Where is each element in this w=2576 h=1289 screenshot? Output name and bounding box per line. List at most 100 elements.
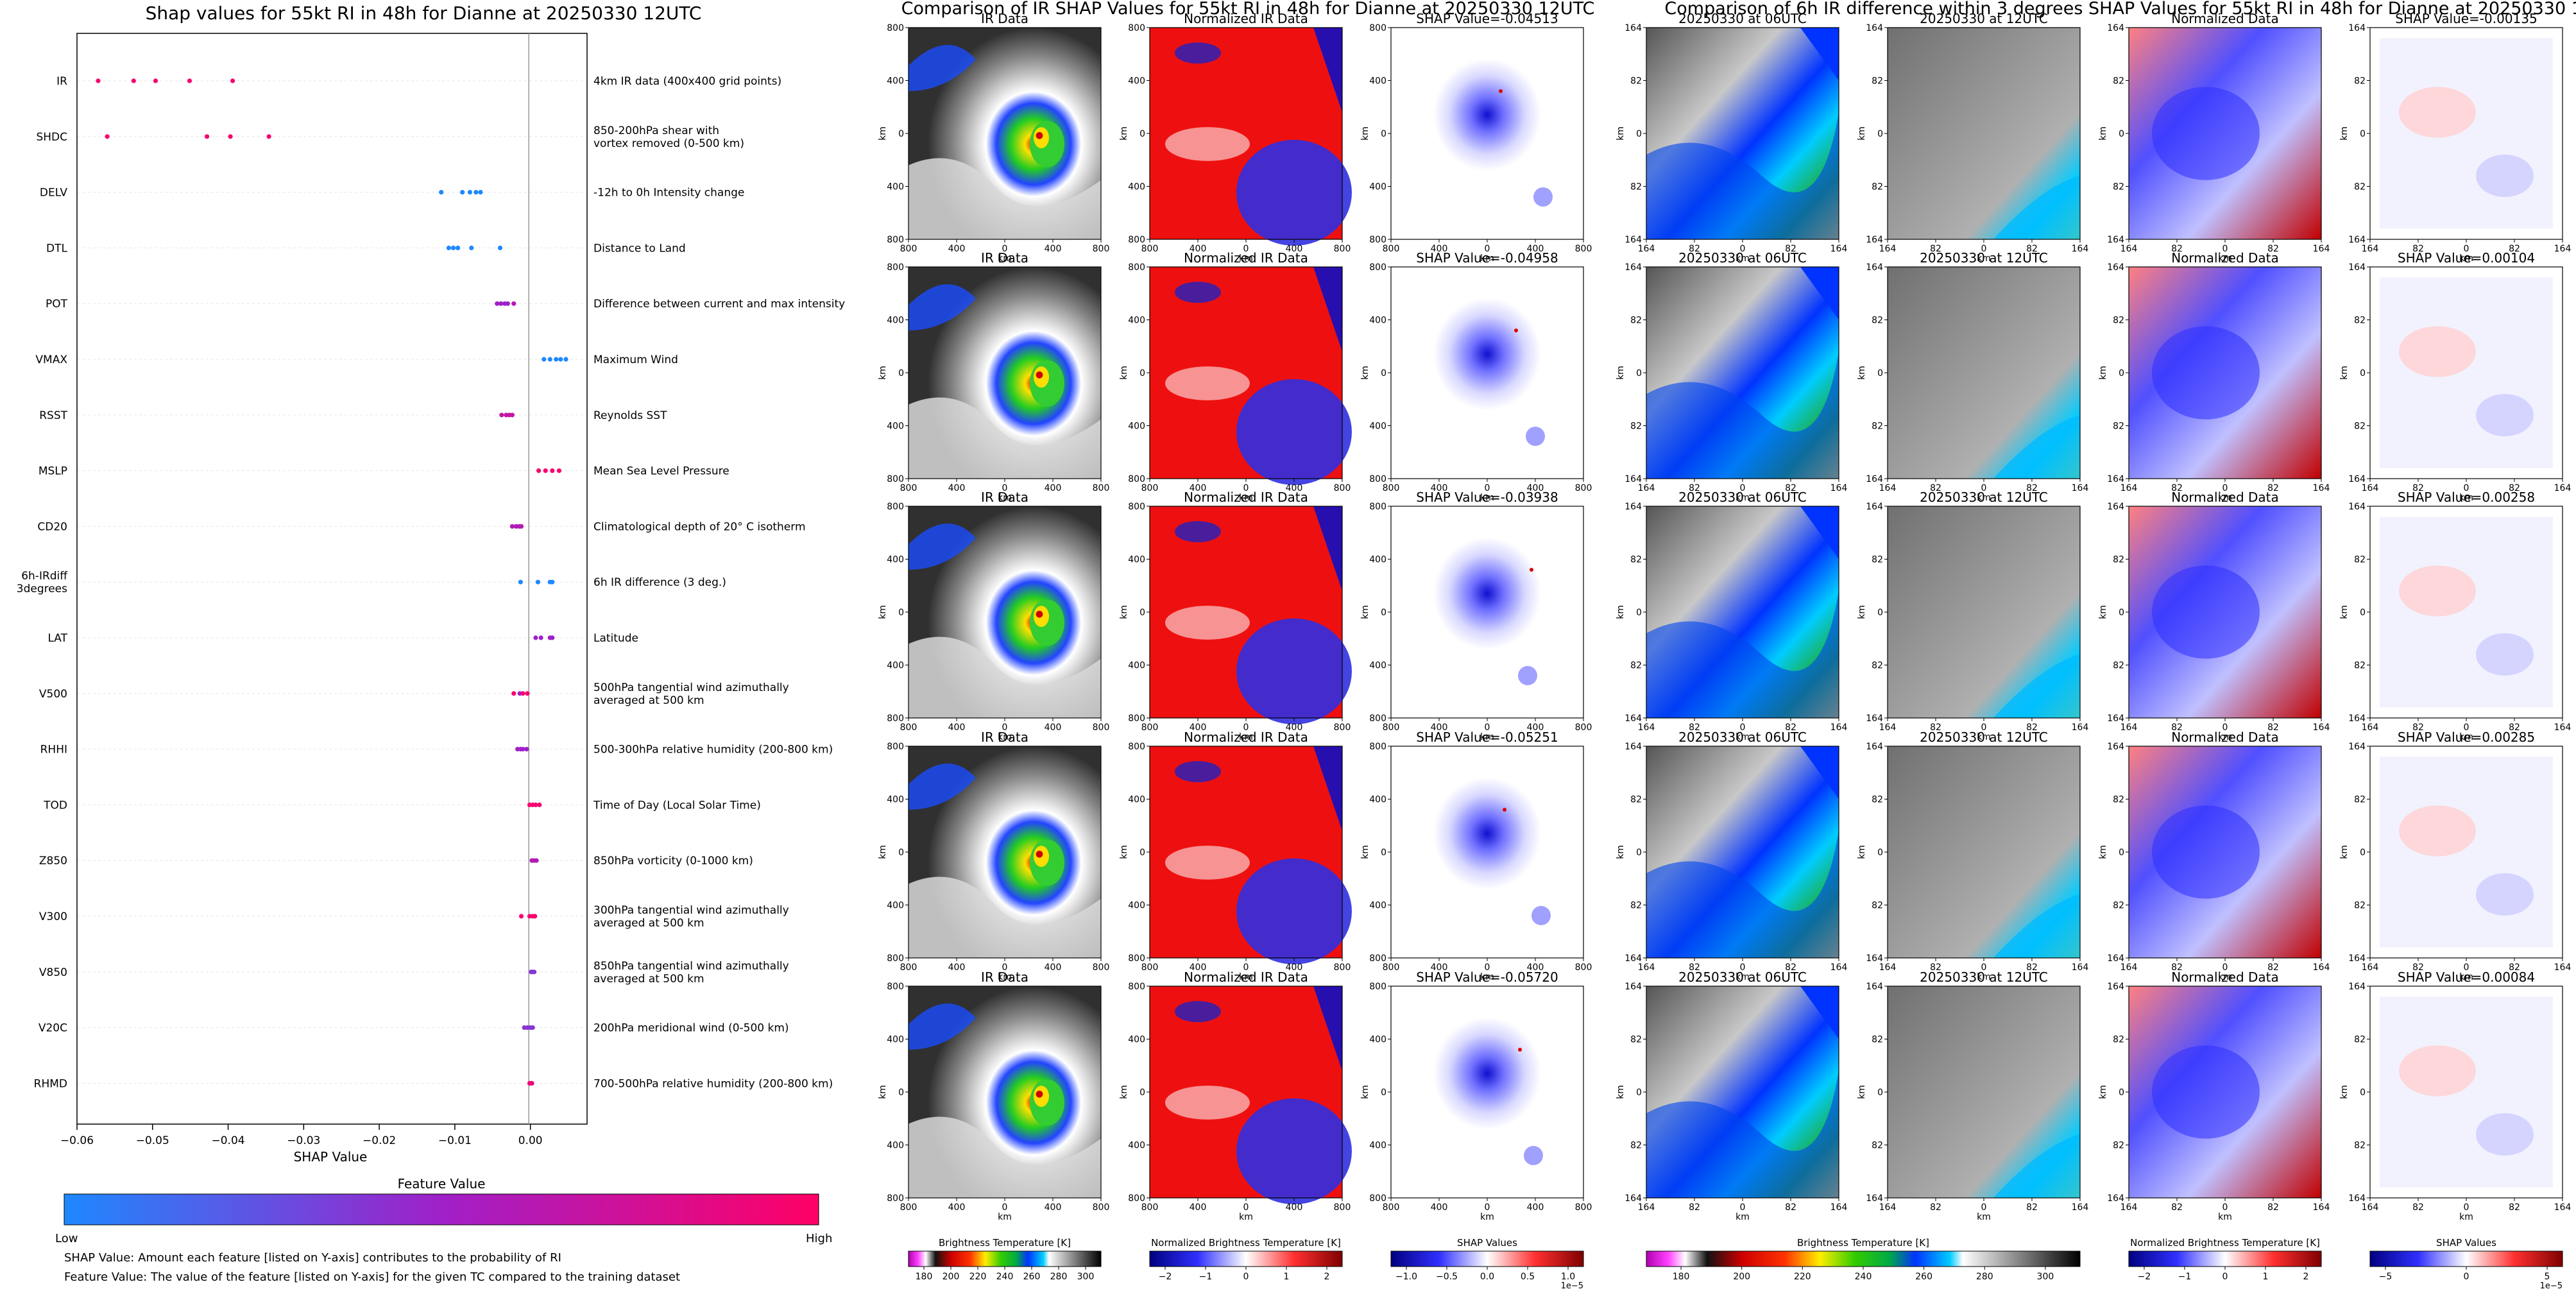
y-axis-label: km — [1616, 845, 1626, 859]
y-tick-label: 0 — [1139, 1088, 1145, 1098]
x-tick-label: 0 — [2464, 1202, 2469, 1213]
x-axis-label: km — [1480, 253, 1494, 264]
y-tick-label: 400 — [887, 76, 904, 87]
panel-image — [2370, 986, 2563, 1198]
x-axis-label: km — [1239, 253, 1253, 264]
y-tick-label: 0 — [1636, 368, 1642, 379]
y-tick-label: 164 — [1866, 23, 1883, 33]
panel-image — [1888, 746, 2080, 958]
x-tick-label: 164 — [2554, 483, 2572, 493]
shap-point — [558, 357, 563, 362]
x-tick-label: 400 — [948, 722, 966, 733]
shap-point — [524, 747, 529, 752]
x-tick-label: 400 — [1045, 244, 1062, 254]
colorbar-tick-label: 300 — [2037, 1272, 2054, 1282]
y-axis-label: km — [1616, 1085, 1626, 1099]
y-axis-label: km — [1360, 1085, 1370, 1099]
x-tick-label: 0 — [1243, 1202, 1249, 1213]
x-tick-label: 0 — [1981, 722, 1987, 733]
y-tick-label: 164 — [1625, 474, 1642, 484]
x-tick-label: 82 — [1930, 244, 1941, 254]
y-tick-label: 82 — [1872, 1141, 1883, 1151]
y-tick-label: 0 — [898, 848, 904, 858]
colorbar-tick-label: 180 — [916, 1272, 933, 1282]
x-tick-label: 800 — [900, 483, 917, 493]
shap-point — [187, 78, 192, 83]
x-axis-label: km — [1736, 253, 1750, 264]
feature-name-label: RHHI — [40, 744, 67, 756]
feature-name-label: V20C — [38, 1022, 67, 1035]
x-tick-label: 0 — [1485, 483, 1490, 493]
panel-image — [2370, 28, 2563, 239]
x-tick-label: 400 — [1045, 962, 1062, 973]
panel-title: 20250330 at 12UTC — [1920, 490, 2048, 505]
x-axis-label: km — [1977, 253, 1991, 264]
colorbar-label: Normalized Brightness Temperature [K] — [1151, 1237, 1341, 1249]
panel-image — [2129, 28, 2321, 239]
y-tick-label: 164 — [2348, 713, 2366, 724]
x-tick-label: 82 — [2026, 483, 2038, 493]
x-tick-label: 0 — [1981, 962, 1987, 973]
x-tick-label: 800 — [900, 244, 917, 254]
y-tick-label: 164 — [2107, 982, 2124, 992]
feature-row: POT Difference between current and max in… — [46, 298, 845, 311]
y-tick-label: 164 — [2107, 235, 2124, 245]
y-axis-label: km — [1857, 1085, 1867, 1099]
shap-point — [534, 858, 539, 863]
panel-title: 20250330 at 12UTC — [1920, 11, 2048, 26]
bottom-colorbars: Brightness Temperature [K]180 200 220 240 26… — [908, 1237, 2563, 1289]
panel-title: IR Data — [981, 11, 1028, 26]
x-tick-label: 0 — [1740, 722, 1746, 733]
feature-row: VMAX Maximum Wind — [35, 354, 678, 366]
feature-description-label: 4km IR data (400x400 grid points) — [593, 75, 781, 88]
shap-point — [505, 301, 510, 306]
x-tick-label: 400 — [1286, 962, 1303, 973]
feature-description-label: -12h to 0h Intensity change — [593, 187, 744, 200]
x-tick-label: 0 — [1485, 1202, 1490, 1213]
y-tick-label: 0 — [1877, 129, 1883, 139]
x-tick-label: 164 — [2120, 244, 2138, 254]
shap-point — [542, 357, 547, 362]
colorbar-gradient — [908, 1251, 1102, 1267]
y-tick-label: 82 — [2113, 182, 2124, 192]
x-tick-label: 164 — [2313, 722, 2330, 733]
x-axis-label: km — [1239, 972, 1253, 982]
y-tick-label: 82 — [1872, 555, 1883, 565]
y-tick-label: 800 — [887, 713, 904, 724]
colorbar-gradient — [1390, 1251, 1584, 1267]
y-axis-label: km — [1857, 845, 1867, 859]
feature-rows: IR 4km IR data (400x400 grid points) SHDC 8… — [17, 75, 845, 1090]
x-tick-label: 0 — [1243, 244, 1249, 254]
shap-point — [131, 78, 136, 83]
shap-point — [511, 301, 516, 306]
x-tick-label: 400 — [1431, 1202, 1448, 1213]
x-axis-label: km — [1736, 1212, 1750, 1222]
y-tick-label: 164 — [1866, 474, 1883, 484]
panel-image — [908, 28, 1101, 239]
x-tick-label: 400 — [1286, 722, 1303, 733]
colorbar-tick-label: −1 — [2178, 1272, 2192, 1282]
x-tick-label: 82 — [2026, 244, 2038, 254]
x-tick-label: 400 — [1286, 483, 1303, 493]
colorbar-tick-label: 0 — [1243, 1272, 1249, 1282]
y-tick-label: 0 — [2119, 1088, 2124, 1098]
shap-point — [535, 579, 541, 585]
panel-image — [2129, 986, 2321, 1198]
x-tick-label: 82 — [1689, 483, 1700, 493]
y-tick-label: 82 — [2354, 182, 2366, 192]
y-tick-label: 0 — [2119, 848, 2124, 858]
x-tick-label: 800 — [1141, 1202, 1159, 1213]
x-axis-label: km — [998, 1212, 1012, 1222]
panel-title: SHAP Value=-0.03938 — [1416, 490, 1558, 505]
y-tick-label: 800 — [1369, 502, 1386, 512]
feature-row: CD20 Climatological depth of 20° C isothe… — [37, 520, 805, 533]
shap-point — [509, 413, 515, 418]
feature-description-label: 700-500hPa relative humidity (200-800 km… — [593, 1077, 833, 1090]
y-tick-label: 164 — [1625, 502, 1642, 512]
y-axis-label: km — [2098, 126, 2108, 141]
shap-point — [105, 134, 110, 139]
shap-point — [446, 245, 452, 250]
